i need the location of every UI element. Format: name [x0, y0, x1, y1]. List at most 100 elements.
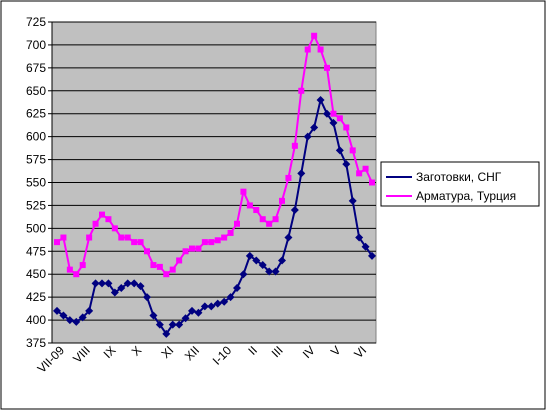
y-tick-label: 525 [26, 198, 46, 212]
point [99, 211, 105, 218]
point [303, 132, 312, 141]
point [175, 320, 184, 329]
point [310, 123, 319, 132]
point [182, 248, 189, 255]
point [284, 233, 293, 242]
point [311, 32, 318, 39]
point [369, 179, 375, 186]
point [168, 320, 177, 329]
point [324, 64, 330, 71]
point [246, 202, 253, 209]
point [110, 288, 119, 297]
y-tick-label: 400 [26, 313, 46, 327]
point [285, 174, 292, 181]
point [73, 271, 80, 278]
point [207, 302, 216, 311]
point [155, 320, 164, 329]
y-tick-label: 700 [26, 38, 46, 52]
point [124, 234, 131, 241]
point [279, 197, 285, 204]
point [356, 170, 363, 177]
point [342, 160, 351, 169]
point [213, 299, 222, 308]
legend [380, 161, 540, 207]
point [239, 270, 248, 279]
point [200, 302, 209, 311]
point [149, 311, 158, 320]
point [291, 142, 298, 149]
point [53, 306, 61, 315]
point [201, 239, 208, 246]
point [290, 206, 299, 215]
point [143, 293, 151, 302]
point [343, 124, 350, 131]
point [188, 306, 196, 315]
point [104, 279, 113, 288]
point [234, 220, 240, 227]
legend-label: Заготовки, СНГ [416, 170, 502, 184]
point [245, 251, 254, 260]
point [266, 220, 273, 227]
point [349, 147, 356, 154]
point [368, 251, 376, 260]
point [355, 233, 364, 242]
point [92, 220, 99, 227]
point [78, 313, 87, 322]
point [221, 234, 228, 241]
point [298, 87, 305, 94]
y-tick-label: 425 [26, 290, 46, 304]
y-tick-label: 575 [26, 153, 46, 167]
point [91, 279, 100, 288]
point [233, 283, 241, 292]
point [329, 118, 338, 127]
point [252, 256, 261, 265]
point [258, 261, 267, 270]
point [361, 242, 370, 251]
point [136, 282, 145, 291]
y-tick-label: 550 [26, 176, 46, 190]
point [297, 169, 306, 178]
y-tick-label: 600 [26, 130, 46, 144]
point [271, 267, 280, 276]
point [323, 109, 331, 118]
point [85, 306, 94, 315]
point [130, 279, 139, 288]
point [60, 234, 67, 241]
point [163, 271, 170, 278]
point [240, 188, 247, 195]
y-tick-label: 725 [26, 15, 46, 29]
point [278, 256, 286, 265]
point [144, 248, 150, 255]
point [316, 95, 325, 104]
point [335, 146, 344, 155]
point [259, 216, 266, 223]
point [176, 257, 183, 264]
point [137, 239, 144, 246]
point [195, 245, 202, 252]
point [330, 110, 337, 117]
point [156, 263, 163, 270]
point [86, 234, 93, 241]
point [72, 317, 81, 326]
y-tick-label: 450 [26, 267, 46, 281]
point [317, 46, 324, 53]
point [79, 262, 86, 269]
point [348, 196, 357, 205]
point [105, 216, 112, 223]
point [59, 311, 68, 320]
point [226, 293, 235, 302]
point [336, 115, 343, 122]
point [111, 225, 118, 232]
point [362, 165, 369, 172]
point [189, 245, 195, 252]
point [253, 207, 260, 214]
point [220, 297, 229, 306]
point [272, 216, 279, 223]
point [181, 314, 190, 323]
y-tick-label: 650 [26, 84, 46, 98]
point [123, 279, 132, 288]
y-tick-label: 675 [26, 61, 46, 75]
point [162, 329, 171, 338]
y-tick-label: 375 [26, 336, 46, 350]
